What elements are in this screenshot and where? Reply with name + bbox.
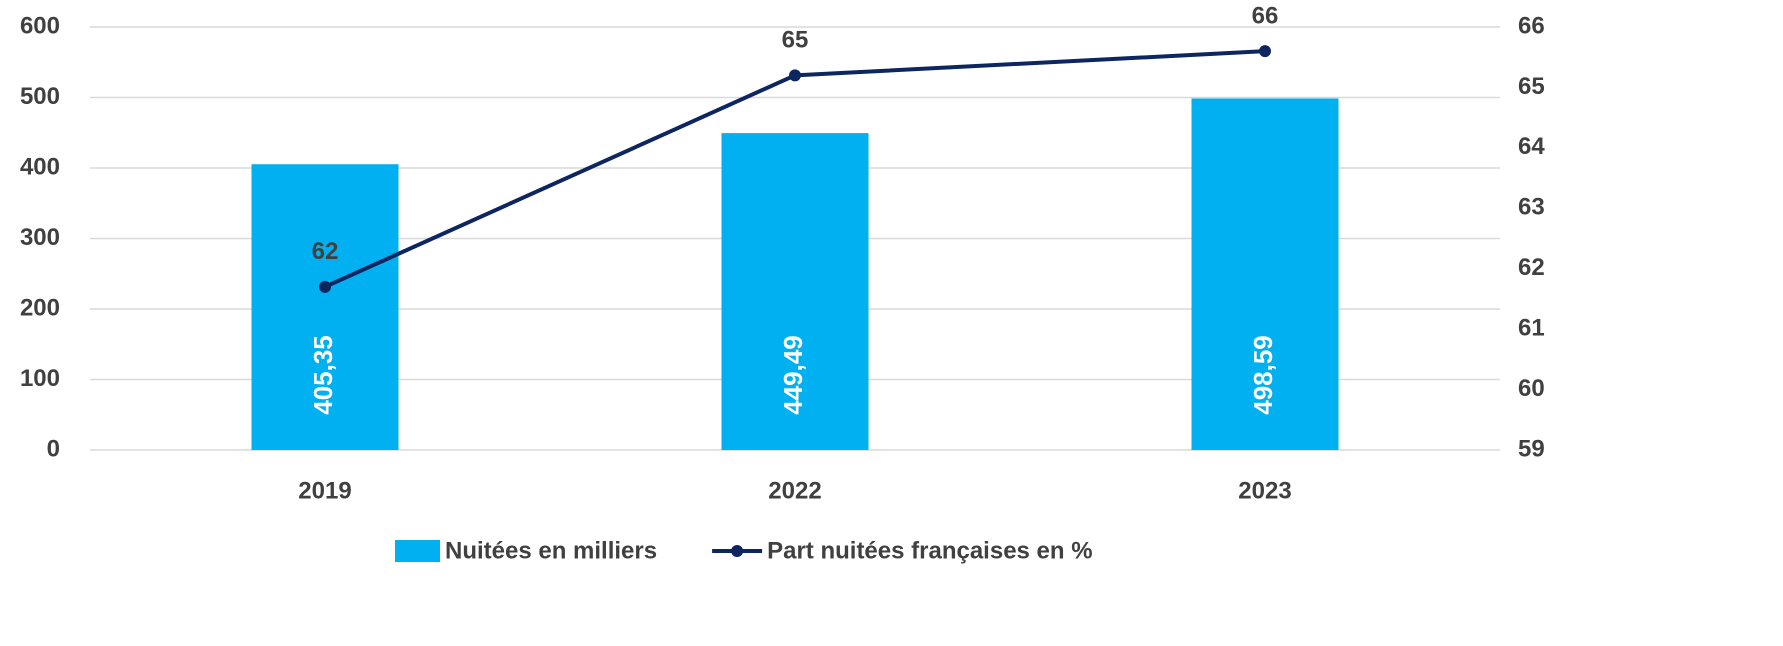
y-tick-label: 400 (20, 153, 60, 180)
bar-value-label: 498,59 (1248, 335, 1278, 415)
y-tick-label: 500 (20, 83, 60, 110)
y-tick-label: 200 (20, 294, 60, 321)
y2-tick-label: 62 (1518, 254, 1545, 281)
y2-tick-label: 66 (1518, 12, 1545, 39)
y2-tick-label: 65 (1518, 73, 1545, 100)
legend-swatch (395, 540, 440, 562)
y2-tick-label: 61 (1518, 314, 1545, 341)
legend-label: Part nuitées françaises en % (767, 537, 1092, 564)
line-value-label: 66 (1252, 3, 1279, 30)
bar (251, 164, 399, 450)
line-marker (789, 69, 801, 82)
line-marker (1259, 45, 1271, 58)
y-tick-label: 600 (20, 12, 60, 39)
y2-tick-label: 59 (1518, 435, 1545, 462)
y2-tick-label: 60 (1518, 375, 1545, 402)
x-tick-label: 2019 (298, 477, 351, 504)
bar-value-label: 405,35 (308, 335, 338, 415)
x-tick-label: 2022 (768, 477, 821, 504)
bar (721, 133, 869, 450)
y2-tick-label: 64 (1518, 133, 1545, 160)
legend-label: Nuitées en milliers (445, 537, 657, 564)
x-tick-label: 2023 (1238, 477, 1291, 504)
line-value-label: 65 (782, 27, 809, 54)
line-marker (319, 280, 331, 293)
line-value-label: 62 (312, 238, 339, 265)
y-tick-label: 0 (47, 435, 60, 462)
y-tick-label: 300 (20, 224, 60, 251)
bar-value-label: 449,49 (778, 335, 808, 415)
y2-tick-label: 63 (1518, 194, 1545, 221)
legend-swatch-marker (731, 545, 744, 557)
bar (1191, 98, 1339, 450)
y-tick-label: 100 (20, 365, 60, 392)
